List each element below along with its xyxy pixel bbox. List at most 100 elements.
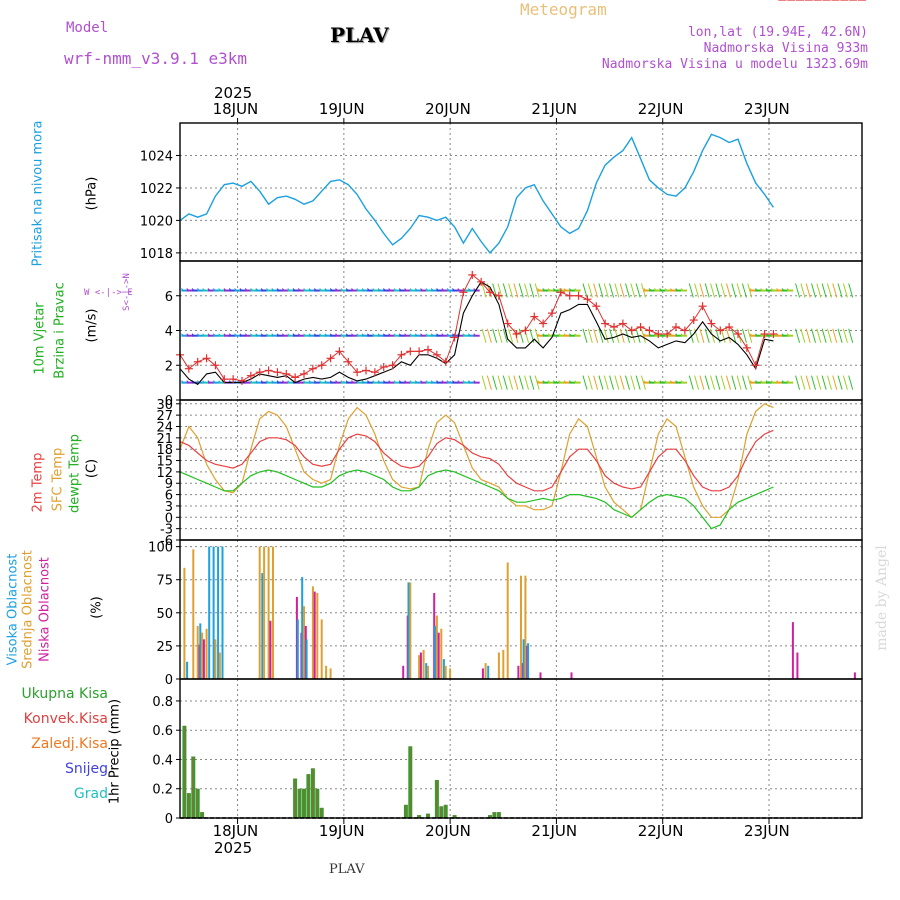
wind-arrow-head xyxy=(255,380,259,383)
wind-flag xyxy=(842,328,848,343)
wind-arrow-head xyxy=(361,380,365,383)
wind-flag xyxy=(603,283,609,298)
wind-arrow-head xyxy=(212,288,216,291)
wind-flag xyxy=(795,283,801,298)
temp-tick-label: 18 xyxy=(156,443,173,458)
wind-arrow-head xyxy=(388,288,392,291)
wind-arrow-head xyxy=(776,380,779,383)
wind-arrow-head xyxy=(186,380,190,383)
wind-flag xyxy=(715,283,721,298)
wind-arrow-head xyxy=(643,288,647,291)
pressure-tick-label: 1024 xyxy=(140,149,173,164)
cloud-bar-mid xyxy=(258,546,261,679)
wind-flag xyxy=(694,283,700,298)
altitude-label: Nadmorska Visina 933m xyxy=(703,41,868,56)
wind-flag xyxy=(614,283,620,298)
precip-legend-total: Ukupna Kisa xyxy=(21,686,108,702)
wind-arrow-head xyxy=(223,333,227,337)
wind-flag xyxy=(497,375,503,390)
wind-arrow-head xyxy=(181,288,184,291)
precip-bar-conv xyxy=(440,806,442,818)
wind-flag xyxy=(704,375,710,390)
wind-flag xyxy=(640,328,646,343)
cloud-bar-high xyxy=(296,619,299,679)
wind-flag xyxy=(842,375,848,390)
wind-arrow-head xyxy=(468,288,471,291)
wind-flag xyxy=(492,375,498,390)
cloud-bar-mid xyxy=(520,575,522,679)
dewpt-line xyxy=(179,469,774,530)
wind-flag xyxy=(625,375,630,390)
wind-arrow-head xyxy=(760,288,764,291)
wind-flag xyxy=(710,328,716,343)
cloud-bar-high xyxy=(186,661,189,679)
wind-arrow-head xyxy=(186,288,190,291)
wind-arrow-head xyxy=(255,333,259,337)
wind-arrow-head xyxy=(781,288,785,291)
wind-arrow-head xyxy=(563,380,567,383)
wind-tick-label: 4 xyxy=(165,325,173,340)
wind-arrow-head xyxy=(388,380,392,383)
cloud-bar-mid xyxy=(484,663,487,679)
wind-flag xyxy=(800,328,806,343)
wind-arrow-head xyxy=(271,380,275,383)
wind-arrow-head xyxy=(664,288,668,291)
wind-arrow-head xyxy=(282,380,285,383)
wind-arrow-head xyxy=(669,288,673,291)
wind-flag xyxy=(832,328,838,343)
wind-arrow-head xyxy=(436,333,439,337)
wind-flag xyxy=(630,283,636,298)
cloud-bar-high xyxy=(522,639,525,679)
wind-arrow-head xyxy=(377,380,381,383)
wind-arrow-head xyxy=(755,288,758,291)
wind-arrow-head xyxy=(377,288,381,291)
station-bottom: PLAV xyxy=(329,862,365,877)
wind-arrow-head xyxy=(786,288,790,291)
wind-arrow-head xyxy=(446,380,450,383)
wind-flag xyxy=(816,283,822,298)
wind-arrow-head xyxy=(409,333,413,337)
wind-arrow-head xyxy=(197,288,200,291)
wind-flag xyxy=(593,283,599,298)
precip-bar-conv xyxy=(489,815,491,818)
wind-arrow-head xyxy=(244,288,248,291)
wind-arrow-head xyxy=(425,288,429,291)
wind-arrow-head xyxy=(547,380,551,383)
precip-tick-label: 0.6 xyxy=(152,724,173,739)
precip-bar-conv xyxy=(312,768,314,818)
wind-flag xyxy=(481,283,487,298)
wind-arrow-head xyxy=(329,288,333,291)
cloud-bar-mid xyxy=(325,665,328,679)
wind-arrow-head xyxy=(446,333,450,337)
cloud-bar-low xyxy=(570,672,573,679)
wind-arrow-head xyxy=(282,333,285,337)
year-top: 2025 xyxy=(214,84,253,102)
wind-flag xyxy=(837,328,843,343)
wind-flag xyxy=(726,283,731,298)
cloud-bar-mid xyxy=(201,632,204,679)
day-label-bottom-22JUN: 22JUN xyxy=(638,822,684,840)
wind-arrow-head xyxy=(569,333,572,337)
precip-bar-conv xyxy=(445,804,447,818)
wind-flag xyxy=(821,375,827,390)
wind-flag xyxy=(720,283,726,298)
wind-flag xyxy=(534,375,540,390)
wind-arrow-head xyxy=(319,380,322,383)
wind-arrow-head xyxy=(212,333,216,337)
wind-arrow-head xyxy=(218,288,221,291)
wind-flag xyxy=(524,375,530,390)
wind-arrow-head xyxy=(462,380,466,383)
cloud-bar-mid xyxy=(418,655,421,679)
wind-arrow-head xyxy=(308,333,312,337)
wind-arrow-head xyxy=(372,288,376,291)
wind-arrow-head xyxy=(669,380,673,383)
wind-arrow-head xyxy=(324,380,328,383)
wind-arrow-head xyxy=(420,333,423,337)
wind-flag xyxy=(726,375,731,390)
wind-arrow-head xyxy=(648,380,652,383)
wind-flag xyxy=(635,375,641,390)
cloud-bar-low xyxy=(402,665,405,679)
wind-arrow-head xyxy=(404,333,407,337)
wind-arrow-head xyxy=(441,380,445,383)
wind-arrow-head xyxy=(563,288,567,291)
